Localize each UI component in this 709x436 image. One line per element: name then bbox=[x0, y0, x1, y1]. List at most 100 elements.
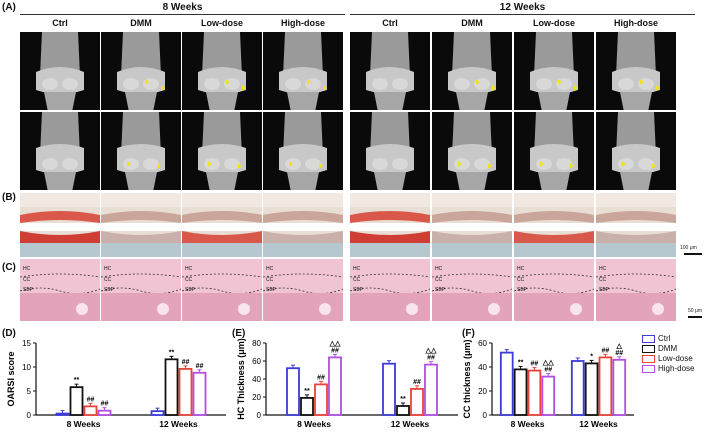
legend-item-1: DMM bbox=[642, 344, 708, 353]
microct-row2-tile-4 bbox=[350, 112, 430, 190]
significance-mark: ** bbox=[518, 359, 524, 366]
y-tick-label: 80 bbox=[252, 339, 261, 348]
significance-mark: ## bbox=[531, 361, 539, 368]
zone-label-hc: HC bbox=[104, 266, 112, 272]
significance-mark: ## bbox=[544, 367, 552, 374]
column-header-4: Ctrl bbox=[382, 18, 398, 28]
bar-low-dose bbox=[598, 356, 613, 416]
panel-label-a: (A) bbox=[2, 2, 16, 13]
significance-mark: ** bbox=[304, 388, 310, 395]
panel-label-b: (B) bbox=[2, 192, 16, 203]
bar-dmm bbox=[300, 397, 314, 416]
bar-ctrl bbox=[570, 360, 585, 416]
zone-label-cc: CC bbox=[353, 277, 361, 283]
significance-mark: ## bbox=[331, 347, 339, 354]
zone-label-hc: HC bbox=[23, 266, 31, 272]
significance-mark: ** bbox=[400, 396, 406, 403]
y-tick-label: 0 bbox=[27, 411, 32, 420]
microct-row1-tile-3 bbox=[263, 32, 343, 110]
column-header-1: DMM bbox=[130, 18, 152, 28]
y-tick-label: 40 bbox=[252, 375, 261, 384]
zone-label-hc: HC bbox=[599, 266, 607, 272]
y-tick-label: 5 bbox=[27, 387, 32, 396]
bar-high-dose bbox=[328, 356, 342, 416]
safranin-tile-7 bbox=[596, 193, 676, 257]
bar-low-dose bbox=[83, 405, 98, 416]
significance-mark: ## bbox=[101, 401, 109, 408]
legend-label: Low-dose bbox=[658, 354, 693, 363]
he-stain-tile-3: HC CC SBP bbox=[263, 259, 343, 321]
microct-row2-tile-3 bbox=[263, 112, 343, 190]
significance-mark: ** bbox=[169, 349, 175, 356]
x-category-label: 8 Weeks bbox=[511, 419, 545, 429]
bar-dmm bbox=[164, 358, 179, 416]
legend-item-2: Low-dose bbox=[642, 354, 708, 363]
bar-ctrl bbox=[382, 362, 396, 416]
bar-low-dose bbox=[410, 388, 424, 416]
y-tick-label: 0 bbox=[483, 411, 488, 420]
y-tick-label: 60 bbox=[478, 339, 487, 348]
column-header-5: DMM bbox=[461, 18, 483, 28]
y-tick-label: 15 bbox=[22, 339, 31, 348]
zone-label-cc: CC bbox=[599, 277, 607, 283]
microct-row1-tile-2 bbox=[182, 32, 262, 110]
x-category-label: 12 Weeks bbox=[391, 419, 430, 429]
y-tick-label: 10 bbox=[22, 363, 31, 372]
zone-label-cc: CC bbox=[517, 277, 525, 283]
group-title-8-weeks: 8 Weeks bbox=[162, 2, 203, 13]
bar-dmm bbox=[396, 405, 410, 416]
significance-mark: △△ bbox=[542, 360, 554, 367]
column-header-7: High-dose bbox=[614, 18, 658, 28]
safranin-tile-2 bbox=[182, 193, 262, 257]
y-tick-label: 40 bbox=[478, 363, 487, 372]
zone-label-sbp: SBP bbox=[435, 287, 446, 293]
zone-label-sbp: SBP bbox=[353, 287, 364, 293]
bar-dmm bbox=[584, 362, 599, 416]
legend-label: High-dose bbox=[658, 364, 695, 373]
scale-bar-label-b: 100 μm bbox=[680, 245, 697, 251]
bar-ctrl bbox=[55, 412, 70, 416]
chart-d: 0 5 10 15 OARSI score 8 Weeks ** ## ## 12 Weeks **… bbox=[6, 339, 226, 429]
bar-high-dose bbox=[541, 375, 556, 416]
zone-label-sbp: SBP bbox=[266, 287, 277, 293]
panel-label-f: (F) bbox=[462, 328, 475, 339]
he-stain-tile-4: HC CC SBP bbox=[350, 259, 430, 321]
panel-label-e: (E) bbox=[232, 328, 246, 339]
zone-label-sbp: SBP bbox=[599, 287, 610, 293]
significance-mark: ## bbox=[615, 350, 623, 357]
he-stain-tile-2: HC CC SBP bbox=[182, 259, 262, 321]
significance-mark: △△ bbox=[425, 348, 437, 355]
he-stain-tile-5: HC CC SBP bbox=[432, 259, 512, 321]
zone-label-hc: HC bbox=[266, 266, 274, 272]
zone-label-cc: CC bbox=[185, 277, 193, 283]
microct-row2-tile-1 bbox=[101, 112, 181, 190]
he-stain-tile-1: HC CC SBP bbox=[101, 259, 181, 321]
y-tick-label: 20 bbox=[252, 393, 261, 402]
he-stain-tile-0: HC CC SBP bbox=[20, 259, 100, 321]
zone-label-hc: HC bbox=[185, 266, 193, 272]
safranin-tile-4 bbox=[350, 193, 430, 257]
zone-label-hc: HC bbox=[353, 266, 361, 272]
x-category-label: 12 Weeks bbox=[159, 419, 198, 429]
group-rule-12-weeks bbox=[350, 14, 695, 15]
he-stain-tile-6: HC CC SBP bbox=[514, 259, 594, 321]
panel-label-d: (D) bbox=[2, 328, 16, 339]
significance-mark: ## bbox=[427, 355, 435, 362]
legend-swatch bbox=[642, 354, 655, 363]
scale-bar-label-c: 50 μm bbox=[688, 308, 702, 314]
zone-label-cc: CC bbox=[435, 277, 443, 283]
bar-ctrl bbox=[286, 367, 300, 416]
significance-mark: ** bbox=[74, 377, 80, 384]
microct-row1-tile-6 bbox=[514, 32, 594, 110]
column-header-0: Ctrl bbox=[52, 18, 68, 28]
legend-item-0: Ctrl bbox=[642, 334, 708, 343]
bar-high-dose bbox=[424, 363, 438, 416]
significance-mark: △△ bbox=[329, 340, 341, 347]
zone-label-cc: CC bbox=[104, 277, 112, 283]
x-category-label: 12 Weeks bbox=[579, 419, 618, 429]
zone-label-sbp: SBP bbox=[23, 287, 34, 293]
zone-label-sbp: SBP bbox=[517, 287, 528, 293]
legend-label: DMM bbox=[658, 344, 678, 353]
